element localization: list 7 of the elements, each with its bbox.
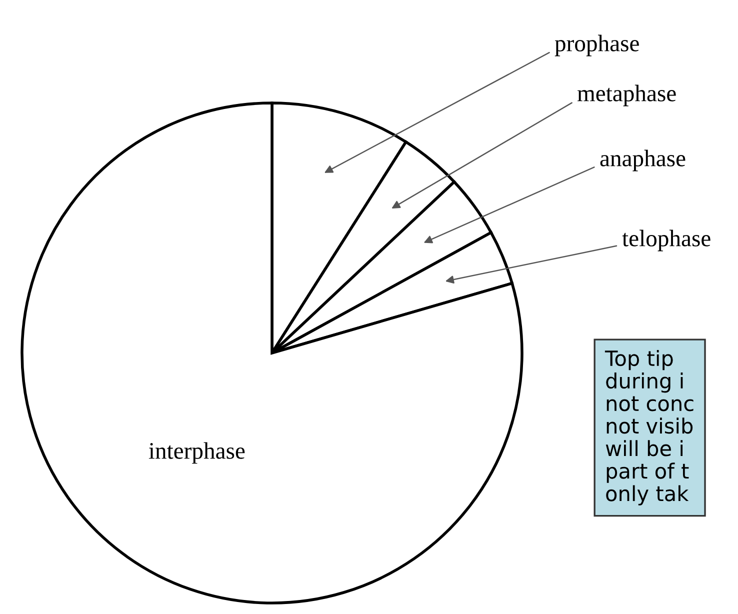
slice-label: metaphase [577,84,676,106]
pie-slice [20,102,524,604]
slice-label: prophase [554,34,639,56]
slice-label: anaphase [600,150,686,172]
text: Top tip during i not conc not visib will be i part of t only tak [604,350,694,506]
slice-label: interphase [148,442,245,464]
slice-label: telophase [622,230,710,252]
